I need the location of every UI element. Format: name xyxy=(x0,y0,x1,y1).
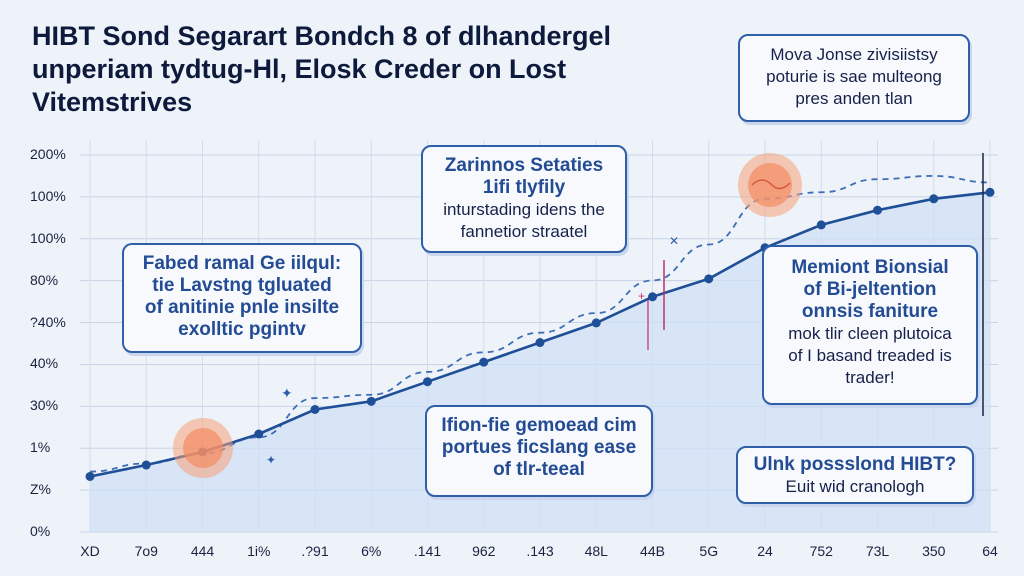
callout-heading: of tlr-teeal xyxy=(493,459,585,480)
data-point xyxy=(479,357,489,367)
chart-title: HIBT Sond Segarart Bondch 8 of dlhanderg… xyxy=(32,20,672,119)
callout-text: trader! xyxy=(845,368,895,387)
callout-heading: Ifion-fie gemoead cim xyxy=(441,415,637,436)
data-point xyxy=(85,471,95,481)
callout-text: of I basand treaded is xyxy=(788,346,952,365)
title-line-3: Vitemstrives xyxy=(32,87,193,117)
callout-right-mid: Memiont Bionsial of Bi-jeltention onnsis… xyxy=(762,245,978,405)
y-tick-label: 1% xyxy=(30,439,51,456)
x-tick-label: 350 xyxy=(922,543,946,559)
data-point xyxy=(423,377,432,387)
y-tick-label: 40% xyxy=(30,355,59,372)
x-tick-label: .?91 xyxy=(301,543,329,559)
data-point xyxy=(985,187,995,197)
data-point xyxy=(254,429,264,439)
callout-text: pres anden tlan xyxy=(795,89,913,108)
x-tick-label: 48L xyxy=(584,543,608,559)
callout-text: inturstading idens the xyxy=(443,200,605,219)
data-point xyxy=(141,460,151,470)
y-tick-label: 80% xyxy=(30,271,59,288)
callout-text: Euit wid cranologh xyxy=(785,477,925,496)
title-line-1: HIBT Sond Segarart Bondch 8 of dlhanderg… xyxy=(32,21,612,51)
callout-heading: exolltic pgintv xyxy=(178,319,306,340)
callout-left: Fabed ramal Ge iilqul: tie Lavstng tglua… xyxy=(122,243,362,353)
data-point xyxy=(310,405,320,414)
callout-text: fannetior straatel xyxy=(460,222,588,241)
y-tick-label: 100% xyxy=(30,229,66,246)
callout-center-bottom: Ifion-fie gemoead cim portues ficslang e… xyxy=(425,405,653,497)
y-tick-label: 30% xyxy=(30,397,59,414)
data-point xyxy=(591,318,601,328)
callout-text: mok tlir cleen plutoica xyxy=(788,324,952,343)
data-points xyxy=(85,187,995,481)
x-tick-label: XD xyxy=(80,543,100,559)
data-point xyxy=(366,396,376,406)
callout-heading: Fabed ramal Ge iilqul: xyxy=(142,253,342,274)
callout-heading: Memiont Bionsial xyxy=(791,257,949,278)
x-tick-label: 6% xyxy=(361,543,382,559)
x-tick-label: 64 xyxy=(982,543,998,559)
x-tick-label: 1i% xyxy=(247,543,271,559)
data-point xyxy=(648,292,657,302)
x-tick-label: .143 xyxy=(526,543,554,559)
callout-heading: 1ifi tlyfily xyxy=(482,177,566,198)
callout-heading: Zarinnos Setaties xyxy=(444,155,604,176)
sparkle-marks: ✦ ✦ ✕ + xyxy=(266,234,679,467)
x-tick-label: 752 xyxy=(809,543,833,559)
y-tick-label: 200% xyxy=(30,146,66,162)
callout-heading: portues ficslang ease xyxy=(441,437,637,458)
data-point xyxy=(704,274,714,284)
callout-heading: Ulnk possslond HIBT? xyxy=(753,454,957,475)
callout-top-right: Mova Jonse zivisiistsy poturie is sae mu… xyxy=(738,34,970,122)
callout-heading: onnsis faniture xyxy=(801,301,939,322)
x-tick-label: .141 xyxy=(413,543,442,559)
y-tick-label: 0% xyxy=(30,523,51,539)
callout-heading: of Bi-jeltention xyxy=(803,279,937,300)
callout-center-top: Zarinnos Setaties 1ifi tlyfily inturstad… xyxy=(421,145,627,253)
callout-bottom-right: Ulnk possslond HIBT? Euit wid cranologh xyxy=(736,446,974,504)
x-tick-label: 24 xyxy=(757,543,773,559)
data-point xyxy=(535,338,545,348)
y-tick-label: 100% xyxy=(30,187,66,204)
title-line-2: unperiam tydtug-Hl, Elosk Creder on Lost xyxy=(32,54,567,84)
svg-text:✦: ✦ xyxy=(266,453,276,467)
data-point xyxy=(873,205,882,215)
x-tick-label: 5G xyxy=(699,543,719,559)
svg-text:✕: ✕ xyxy=(669,234,679,248)
x-tick-label: 7o9 xyxy=(134,543,158,559)
svg-text:✦: ✦ xyxy=(281,385,293,401)
highlight-glow-right xyxy=(738,153,802,217)
callout-text: Mova Jonse zivisiistsy xyxy=(770,45,938,64)
x-tick-label: 962 xyxy=(472,543,496,559)
callout-heading: tie Lavstng tgluated xyxy=(152,275,332,296)
svg-text:+: + xyxy=(638,289,645,303)
x-tick-label: 73L xyxy=(865,543,890,559)
y-tick-label: Z% xyxy=(30,481,51,498)
data-point xyxy=(816,220,826,230)
y-tick-label: ?40% xyxy=(30,313,66,330)
x-tick-label: 444 xyxy=(190,543,215,559)
x-tick-label: 44B xyxy=(640,543,665,559)
callout-heading: of anitinie pnle insilte xyxy=(144,297,340,318)
callout-text: poturie is sae multeong xyxy=(766,67,942,86)
data-point xyxy=(929,194,939,204)
highlight-glow-left xyxy=(173,418,233,478)
